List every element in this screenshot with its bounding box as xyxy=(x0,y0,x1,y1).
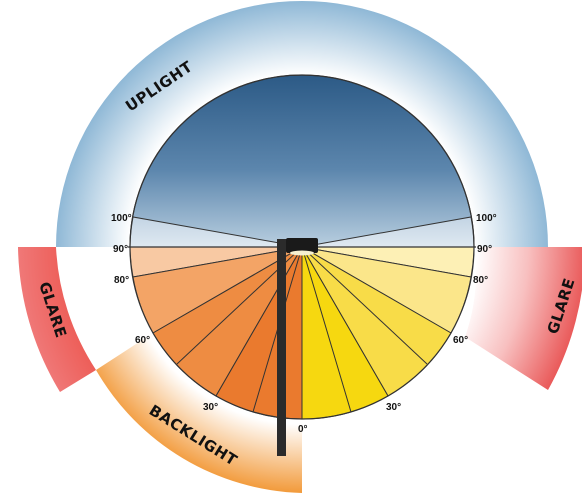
angle-label-right-30: 30° xyxy=(386,402,401,413)
light-fixture xyxy=(286,238,318,253)
glare-left-band xyxy=(18,247,96,392)
angle-label-left-80: 80° xyxy=(114,275,129,286)
angle-label-left-30: 30° xyxy=(203,402,218,413)
uplight-ring xyxy=(56,1,548,247)
angle-label-right-100: 100° xyxy=(476,213,497,224)
angle-label-zero: 0° xyxy=(298,424,308,435)
angle-label-left-90: 90° xyxy=(113,244,128,255)
angle-label-right-80: 80° xyxy=(473,275,488,286)
angle-label-right-60: 60° xyxy=(453,335,468,346)
main-circle-outline xyxy=(129,74,475,420)
angle-label-right-90: 90° xyxy=(477,244,492,255)
light-fixture-lens xyxy=(290,250,314,256)
light-pole xyxy=(277,240,286,456)
angle-label-left-60: 60° xyxy=(135,335,150,346)
angle-label-left-100: 100° xyxy=(111,213,132,224)
glare-right-band xyxy=(465,247,582,390)
backlight-ring xyxy=(96,333,302,493)
